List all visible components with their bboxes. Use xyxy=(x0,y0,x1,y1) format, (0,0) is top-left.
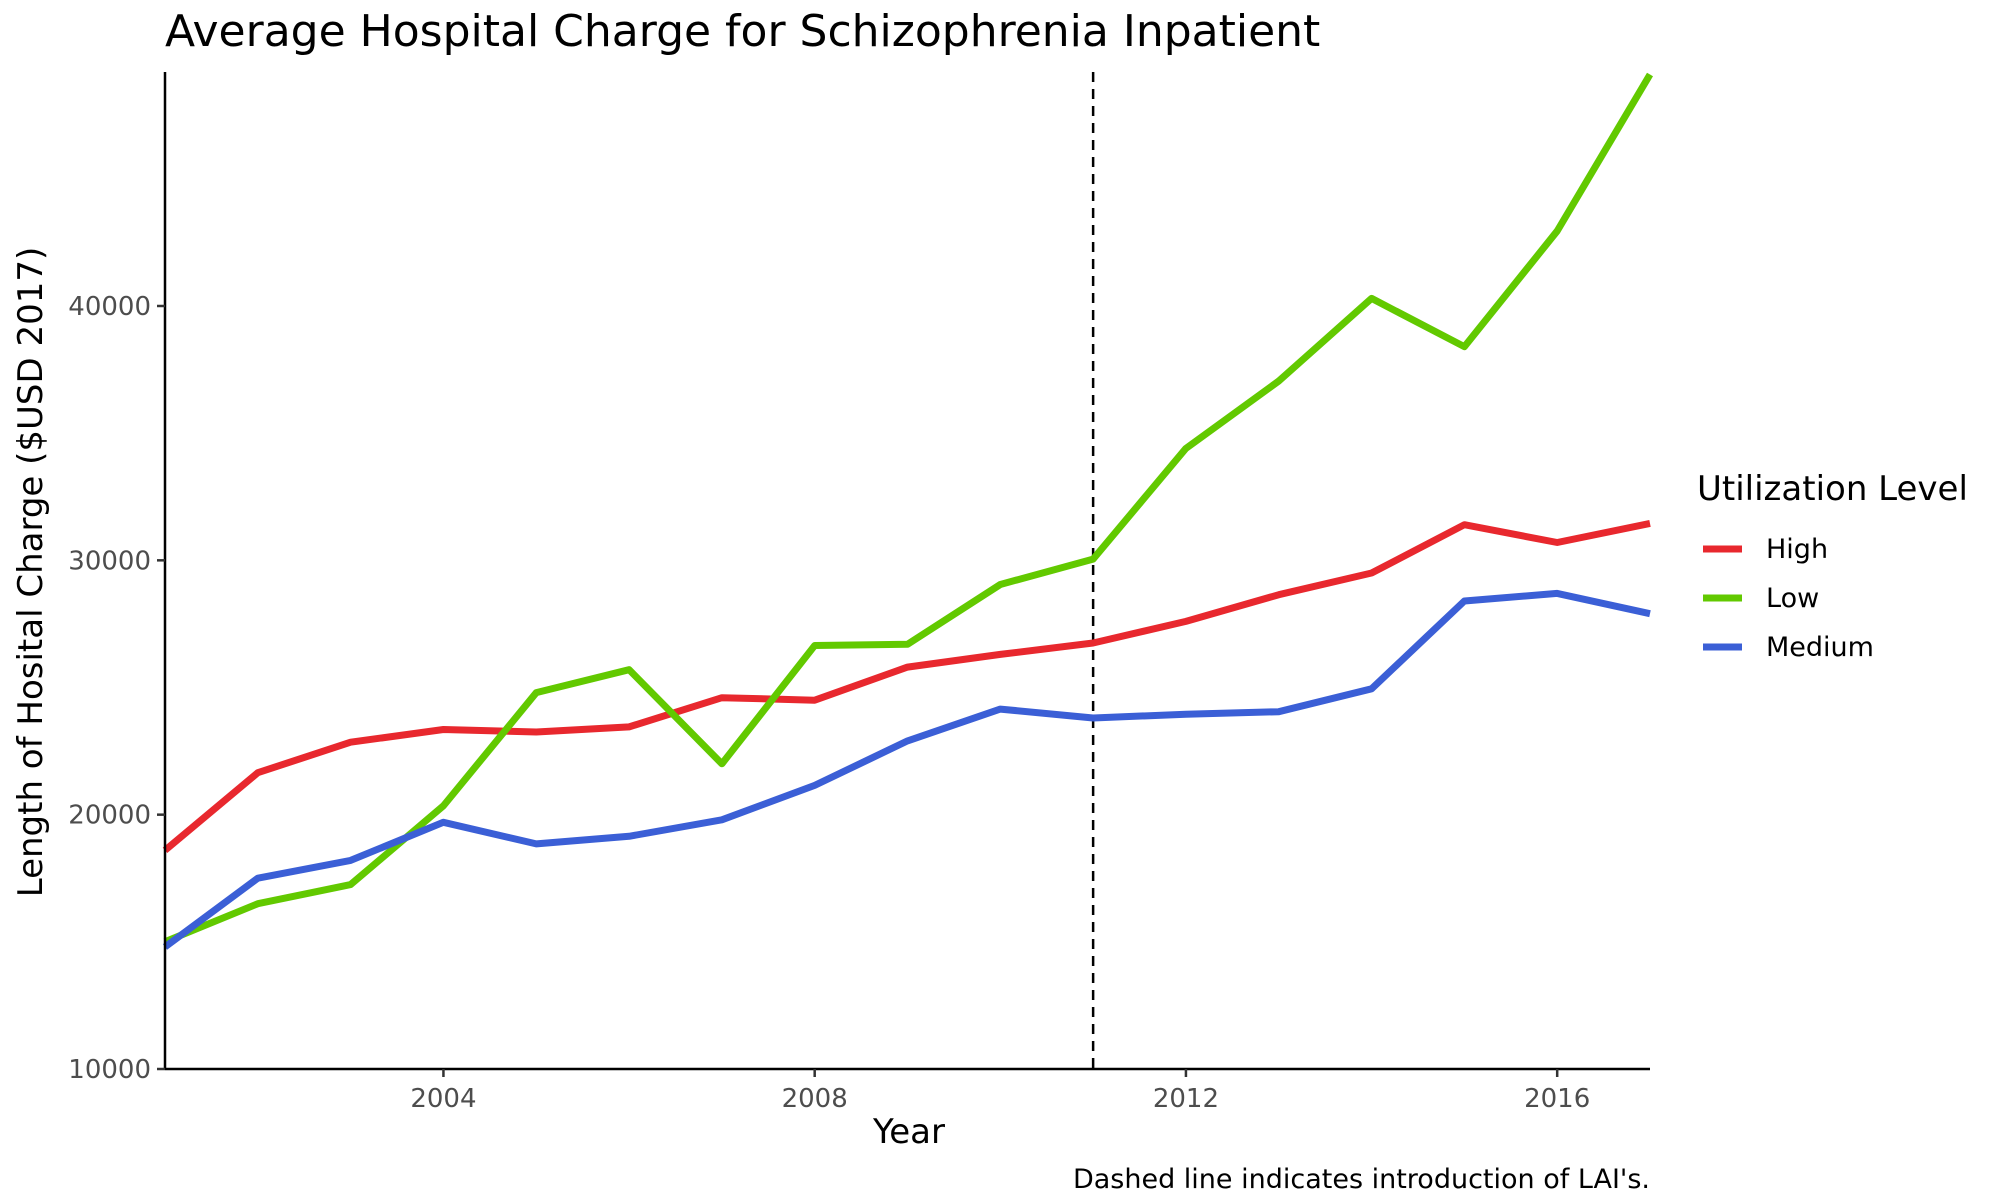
series-line-medium xyxy=(162,589,1651,950)
x-tick-label: 2012 xyxy=(1153,1084,1219,1114)
x-axis-title: Year xyxy=(872,1112,945,1152)
x-tick-label: 2008 xyxy=(782,1084,848,1114)
x-tick-label: 2016 xyxy=(1524,1084,1590,1114)
legend: Utilization Level High Low Medium xyxy=(1697,469,1968,663)
legend-item-medium: Medium xyxy=(1703,632,1874,663)
y-axis-title: Length of Hosital Charge ($USD 2017) xyxy=(11,247,51,898)
y-tick-label: 20000 xyxy=(68,801,151,831)
x-tick-label: 2004 xyxy=(410,1084,476,1114)
series-line-high xyxy=(162,519,1651,853)
legend-title: Utilization Level xyxy=(1697,469,1968,509)
y-tick-label: 10000 xyxy=(68,1055,151,1085)
y-axis: 10000 20000 30000 40000 xyxy=(68,72,167,1085)
series-lines xyxy=(162,72,1654,950)
legend-label: Low xyxy=(1766,583,1819,614)
x-axis: 2004 2008 2012 2016 xyxy=(165,1067,1650,1114)
y-tick-label: 30000 xyxy=(68,546,151,576)
chart-title: Average Hospital Charge for Schizophreni… xyxy=(165,6,1320,57)
legend-label: Medium xyxy=(1766,632,1874,663)
y-tick-label: 40000 xyxy=(68,292,151,322)
series-line-low xyxy=(163,72,1654,946)
legend-item-high: High xyxy=(1703,534,1828,565)
legend-item-low: Low xyxy=(1703,583,1819,614)
legend-label: High xyxy=(1766,534,1828,565)
chart-caption: Dashed line indicates introduction of LA… xyxy=(1073,1164,1650,1195)
